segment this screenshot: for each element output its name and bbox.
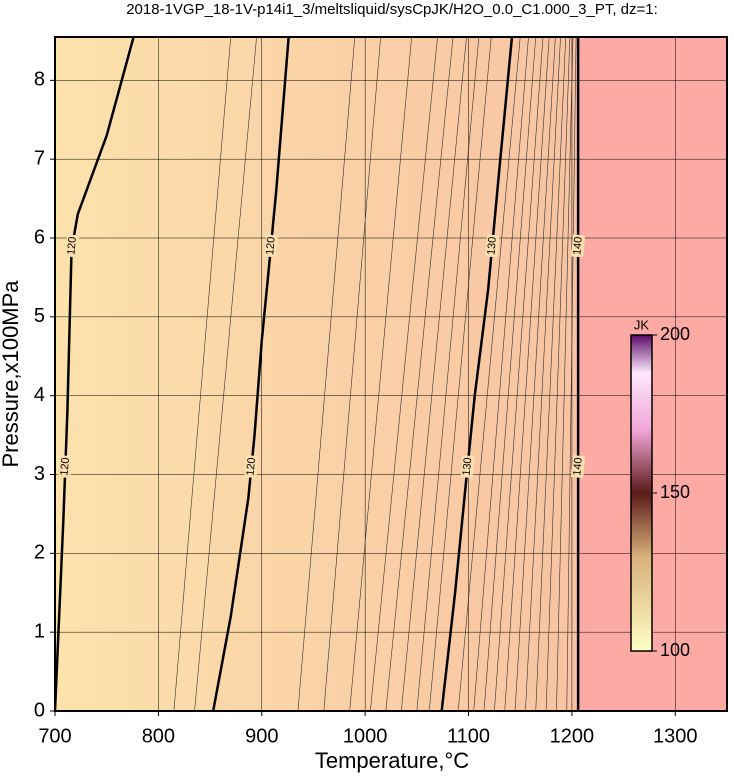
contour	[440, 37, 514, 711]
y-tick-label: 1	[34, 620, 45, 642]
x-tick-label: 900	[245, 725, 278, 747]
thin-contour	[297, 37, 356, 711]
thin-contour	[566, 37, 577, 711]
contour-label-bg	[571, 455, 586, 479]
thin-contour	[545, 37, 571, 711]
thin-contour	[504, 37, 550, 711]
thin-contour	[416, 37, 480, 711]
thin-contour	[194, 37, 257, 711]
thin-contour	[494, 37, 544, 711]
contour-label-bg	[571, 234, 586, 258]
contour-label-bg	[460, 455, 475, 479]
y-tick-label: 4	[34, 384, 45, 406]
contour-label: 120	[65, 236, 79, 255]
x-axis-label: Temperature,°C	[315, 748, 469, 773]
thin-contour	[525, 37, 561, 711]
colorbar-tick-label: 200	[660, 324, 690, 344]
colorbar-label: JK	[634, 317, 650, 332]
thin-contour	[556, 37, 574, 711]
thin-contour	[323, 37, 381, 711]
contour	[211, 37, 290, 711]
contour-label-group: 120	[264, 234, 278, 258]
thin-contour	[473, 37, 529, 711]
overlay: 700 800 900 1000 1100 1200 1300012345678JK1001…	[34, 36, 728, 747]
contour-label-bg	[264, 234, 278, 258]
y-tick-label: 2	[34, 542, 45, 564]
contour-label: 130	[461, 457, 475, 476]
contour-label-group: 130	[485, 234, 500, 258]
contour-label-bg	[485, 234, 500, 258]
plot-frame	[54, 36, 728, 712]
contour-label-group: 120	[58, 455, 73, 479]
contour-label: 120	[58, 457, 72, 476]
x-tick-label: 1300	[653, 725, 698, 747]
contour-label: 140	[571, 236, 585, 255]
x-tick-label: 1100	[447, 725, 490, 747]
colorbar-tick-label: 100	[660, 640, 690, 660]
contour-label: 120	[245, 457, 259, 476]
y-tick-label: 3	[34, 463, 45, 485]
contour-label-group: 140	[571, 455, 586, 479]
contour-label-bg	[58, 455, 73, 479]
y-tick-label: 5	[34, 305, 45, 327]
y-tick-label: 0	[34, 699, 45, 721]
field	[55, 37, 579, 711]
contour-label-bg	[65, 234, 80, 258]
thin-contour	[457, 37, 521, 711]
y-tick-label: 8	[34, 69, 45, 91]
y-tick-label: 6	[34, 226, 45, 248]
thin-contour	[428, 37, 492, 711]
x-tick-label: 1000	[343, 725, 388, 747]
thin-contour	[349, 37, 412, 711]
x-tick-label: 1200	[550, 725, 595, 747]
contour-label: 130	[485, 236, 499, 255]
thin-contour	[385, 37, 454, 711]
y-tick-label: 7	[34, 147, 45, 169]
thin-contour	[370, 37, 438, 711]
contour-label-group: 140	[571, 234, 586, 258]
contour-label-group: 120	[244, 455, 259, 479]
contour-label: 140	[571, 457, 585, 476]
contour-label-bg	[244, 455, 259, 479]
thin-contour	[535, 37, 567, 711]
contour-label-group: 120	[65, 234, 80, 258]
thin-contour	[514, 37, 556, 711]
y-axis-label: Pressure,x100MPa	[0, 280, 23, 468]
x-tick-label: 800	[142, 725, 175, 747]
thin-contour	[483, 37, 537, 711]
chart-title: 2018-1VGP_18-1V-p14i1_3/meltsliquid/sysC…	[126, 1, 658, 18]
plot-area: 120 120 120 120 130 130 140 140	[55, 37, 727, 711]
colorbar	[630, 334, 653, 652]
thin-contour	[401, 37, 467, 711]
x-tick-label: 700	[38, 725, 71, 747]
thin-contour	[173, 37, 232, 711]
contour-label: 120	[264, 236, 278, 255]
colorbar-tick-label: 150	[660, 482, 690, 502]
contour-label-group: 130	[460, 455, 475, 479]
